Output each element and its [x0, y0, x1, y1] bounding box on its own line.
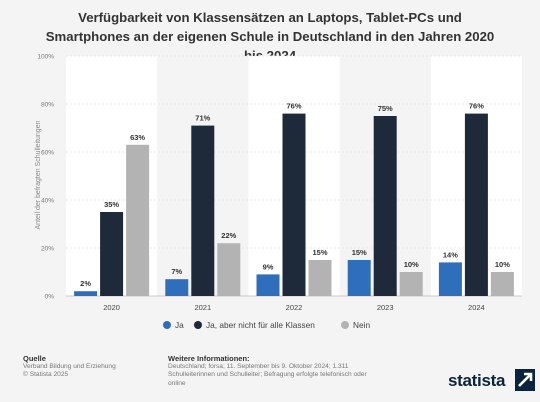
bar [256, 274, 280, 296]
legend-label: Ja, aber nicht für alle Klassen [206, 320, 315, 330]
legend: Ja Ja, aber nicht für alle Klassen Nein [163, 320, 370, 330]
source-line-1: Verband Bildung und Erziehung [23, 363, 116, 370]
source-block: Quelle Verband Bildung und Erziehung © S… [23, 354, 116, 380]
y-axis-label: Anteil der befragten Schulleitungen [35, 120, 42, 229]
x-tick-label: 2024 [468, 303, 485, 312]
bar [191, 125, 215, 296]
source-line-2: © Statista 2025 [23, 371, 69, 379]
bar [74, 291, 98, 296]
x-tick-label: 2020 [103, 303, 120, 312]
data-label: 2% [80, 279, 91, 288]
data-label: 15% [352, 248, 367, 257]
y-tick-label: 60% [41, 150, 54, 157]
y-tick-label: 80% [41, 102, 54, 109]
legend-label: Nein [353, 320, 370, 330]
bar [126, 144, 150, 296]
bar-chart: 2% 35% 63% 7% 71% 22% 9% 76% 15% 15% 75% 10% 14% 76% 1… [35, 54, 522, 330]
bar [217, 243, 241, 296]
bar [438, 262, 462, 296]
bars [74, 113, 514, 296]
bar [282, 113, 306, 296]
data-label: 76% [469, 102, 484, 111]
bar [399, 272, 423, 296]
bar [308, 260, 332, 296]
logo-mark-icon [515, 369, 535, 391]
data-label: 7% [171, 267, 182, 276]
y-tick-label: 100% [37, 54, 54, 61]
info-block: Weitere Informationen: Deutschland; fors… [168, 354, 383, 388]
legend-marker [163, 321, 171, 329]
y-tick-label: 0% [45, 294, 55, 301]
source-heading: Quelle [23, 354, 46, 363]
data-label: 76% [286, 102, 301, 111]
data-label: 10% [404, 260, 419, 269]
x-tick-labels: 2020 2021 2022 2023 2024 [103, 303, 484, 312]
data-label: 14% [443, 250, 458, 259]
legend-label: Ja [175, 320, 184, 330]
legend-marker [194, 321, 202, 329]
data-label: 22% [221, 231, 236, 240]
x-tick-label: 2022 [286, 303, 303, 312]
data-label: 9% [263, 262, 274, 271]
bar [165, 279, 189, 296]
logo-text: statista [448, 371, 506, 390]
data-label: 63% [130, 133, 145, 142]
bar [464, 113, 488, 296]
legend-marker [341, 321, 349, 329]
bar [490, 272, 514, 296]
x-tick-label: 2023 [377, 303, 394, 312]
y-tick-labels: 0% 20% 40% 60% 80% 100% [37, 54, 54, 301]
footer: Quelle Verband Bildung und Erziehung © S… [0, 348, 540, 402]
bar [347, 260, 371, 296]
data-label: 10% [495, 260, 510, 269]
bar [373, 116, 397, 296]
data-label: 71% [195, 114, 210, 123]
x-tick-label: 2021 [194, 303, 211, 312]
data-label: 35% [104, 200, 119, 209]
y-tick-label: 40% [41, 198, 54, 205]
bar [100, 212, 124, 296]
info-text: Deutschland; forsa; 11. September bis 9.… [168, 363, 367, 387]
info-heading: Weitere Informationen: [168, 354, 250, 363]
statista-logo[interactable]: statista [448, 368, 540, 394]
data-label: 75% [378, 104, 393, 113]
data-label: 15% [312, 248, 327, 257]
data-labels: 2% 35% 63% 7% 71% 22% 9% 76% 15% 15% 75% 10% 14% 76% 1… [80, 102, 510, 289]
y-tick-label: 20% [41, 246, 54, 253]
